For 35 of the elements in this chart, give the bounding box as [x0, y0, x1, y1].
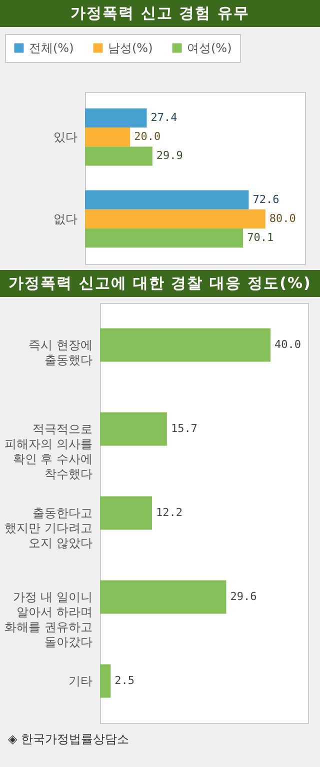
data-label: 12.2 — [156, 506, 183, 519]
legend-label: 여성(%) — [187, 41, 232, 55]
bar — [100, 580, 226, 614]
bar — [85, 146, 152, 166]
data-label: 15.7 — [170, 422, 198, 435]
data-label: 80.0 — [269, 212, 296, 225]
legend-label: 전체(%) — [29, 41, 74, 55]
bar — [85, 209, 266, 229]
y-tick-label: 없다 — [54, 212, 78, 226]
chart-title: 가정폭력 신고에 대한 경찰 대응 정도(%) — [0, 270, 320, 297]
y-tick-label: 출동한다고 했지만 기다려고 오지 않았다 — [4, 506, 92, 550]
data-label: 27.4 — [150, 110, 178, 124]
y-tick-label: 적극적으로 피해자의 의사를 확인 후 수사에 착수했다 — [4, 422, 92, 481]
data-label: 20.0 — [134, 130, 161, 144]
bar — [100, 664, 111, 698]
data-label: 40.0 — [274, 338, 302, 351]
bar — [100, 412, 167, 446]
bar — [85, 190, 249, 210]
data-label: 2.5 — [114, 674, 135, 687]
bar — [85, 108, 147, 128]
legend-label: 남성(%) — [108, 41, 153, 55]
bar — [100, 328, 271, 362]
text: ◈ 한국가정법률상담소 — [7, 731, 130, 748]
y-tick-label: 기타 — [68, 674, 92, 688]
data-label: 29.9 — [156, 149, 183, 162]
chart-title: 가정폭력 신고 경험 유무 — [0, 0, 320, 27]
y-tick-label: 있다 — [54, 130, 78, 144]
y-tick-label: 가정 내 일이니 알아서 하라며 화해를 권유하고 돌아갔다 — [4, 590, 92, 649]
bar — [100, 496, 152, 530]
bar — [85, 228, 244, 248]
y-tick-label: 즉시 현장에 출동했다 — [28, 338, 92, 367]
data-label: 29.6 — [230, 590, 257, 603]
bar — [85, 127, 130, 147]
data-label: 72.6 — [252, 192, 280, 206]
data-label: 70.1 — [247, 231, 274, 244]
